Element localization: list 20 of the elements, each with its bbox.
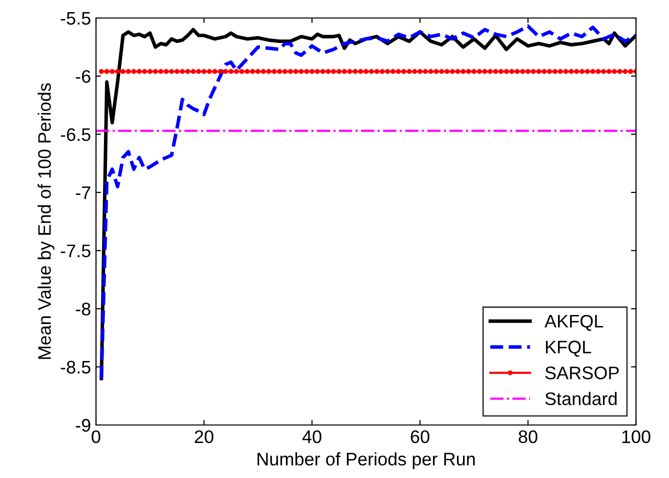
y-tick-label: -7: [76, 186, 90, 199]
y-tick-label: -9: [76, 418, 90, 432]
x-tick-label: 40: [302, 430, 322, 444]
x-axis-title: Number of Periods per Run: [258, 452, 475, 470]
y-tick-label: -7.5: [60, 244, 90, 258]
legend-label: SARSOP: [545, 366, 619, 380]
legend-label: Standard: [545, 392, 617, 406]
x-tick-label: 100: [622, 430, 650, 444]
y-tick-label: -8: [76, 302, 90, 316]
y-tick-label: -8.5: [60, 360, 90, 374]
x-tick-label: 20: [194, 430, 214, 444]
x-tick-label: 80: [518, 430, 538, 444]
x-tick-label: 0: [92, 430, 100, 444]
y-axis-title: Mean Value by End of 100 Periods: [38, 83, 54, 359]
y-tick-label: -5.5: [60, 12, 90, 25]
y-tick-label: -6: [76, 70, 90, 83]
x-tick-label: 60: [410, 430, 430, 444]
legend-label: AKFQL: [544, 314, 604, 331]
legend-label: KFQL: [546, 340, 592, 357]
y-tick-label: -6.5: [60, 128, 90, 142]
